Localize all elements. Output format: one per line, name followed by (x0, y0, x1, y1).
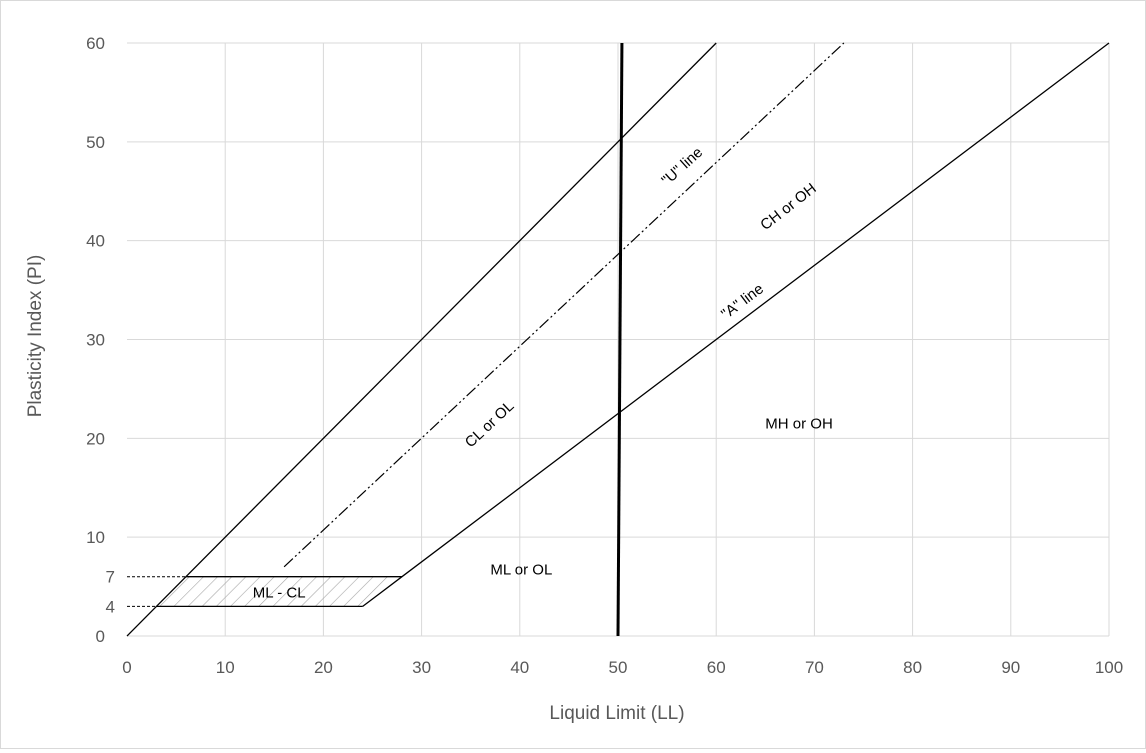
x-axis-title: Liquid Limit (LL) (549, 703, 684, 724)
series-line-upper-bound (126, 42, 717, 637)
x-tick-label: 50 (609, 658, 628, 677)
y-tick-label: 40 (86, 232, 105, 251)
annotations: ML - CL CL or OL CH or OH MH or OH ML or OL "… (253, 144, 833, 602)
x-tick-label: 10 (216, 658, 235, 677)
x-tick-label: 20 (314, 658, 333, 677)
x-tick-label: 30 (412, 658, 431, 677)
y-tick-label: 30 (86, 331, 105, 350)
annotation-a-label: "A" line (718, 280, 767, 323)
y-extra-tick-label: 4 (106, 597, 115, 616)
annotation-ml-ol: ML or OL (490, 562, 552, 579)
series-line-a-line (362, 42, 1110, 607)
x-tick-label: 60 (707, 658, 726, 677)
x-tick-label: 90 (1001, 658, 1020, 677)
annotation-u-label: "U" line (658, 144, 706, 189)
ml-cl-hatched-region (156, 576, 402, 607)
region-label-ml-cl: ML - CL (253, 585, 306, 602)
y-tick-label: 10 (86, 528, 105, 547)
y-extra-tick-label: 7 (106, 568, 115, 587)
x-tick-label: 100 (1095, 658, 1123, 677)
x-tick-label: 40 (510, 658, 529, 677)
series-lines (126, 42, 1110, 637)
annotation-ch-oh: CH or OH (757, 180, 819, 234)
x-tick-label: 0 (122, 658, 131, 677)
annotation-mh-oh: MH or OH (765, 415, 833, 432)
x-tick-label: 70 (805, 658, 824, 677)
tick-labels: 0 10 20 30 40 50 60 70 80 90 100 0 10 20 30 40 50 60 4 7 (86, 34, 1123, 677)
y-axis-title: Plasticity Index (PI) (25, 255, 46, 418)
annotation-cl-ol: CL or OL (462, 398, 518, 452)
series-line-ll-50 (616, 42, 624, 637)
y-tick-label: 60 (86, 34, 105, 53)
x-tick-label: 80 (903, 658, 922, 677)
y-tick-label: 20 (86, 429, 105, 448)
series-line-u-line (283, 42, 845, 568)
y-tick-label: 0 (96, 627, 105, 646)
y-tick-label: 50 (86, 133, 105, 152)
